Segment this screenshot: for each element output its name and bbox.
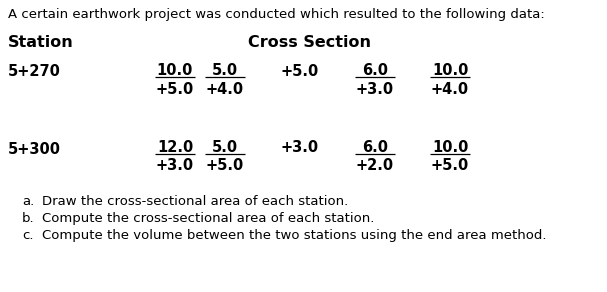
Text: +3.0: +3.0 [156,158,194,173]
Text: A certain earthwork project was conducted which resulted to the following data:: A certain earthwork project was conducte… [8,8,544,21]
Text: +4.0: +4.0 [206,82,244,97]
Text: +3.0: +3.0 [281,140,319,156]
Text: Draw the cross-sectional area of each station.: Draw the cross-sectional area of each st… [42,195,348,208]
Text: b.: b. [22,212,35,225]
Text: Cross Section: Cross Section [248,35,371,50]
Text: 5.0: 5.0 [212,140,238,155]
Text: a.: a. [22,195,34,208]
Text: c.: c. [22,229,33,242]
Text: +5.0: +5.0 [281,64,319,79]
Text: +2.0: +2.0 [356,158,394,173]
Text: 5.0: 5.0 [212,63,238,78]
Text: Station: Station [8,35,73,50]
Text: 5+300: 5+300 [8,142,61,157]
Text: +4.0: +4.0 [431,82,469,97]
Text: 6.0: 6.0 [362,63,388,78]
Text: 10.0: 10.0 [432,63,468,78]
Text: 10.0: 10.0 [157,63,193,78]
Text: 5+270: 5+270 [8,65,61,79]
Text: 10.0: 10.0 [432,140,468,155]
Text: 12.0: 12.0 [157,140,193,155]
Text: +3.0: +3.0 [356,82,394,97]
Text: Compute the volume between the two stations using the end area method.: Compute the volume between the two stati… [42,229,546,242]
Text: +5.0: +5.0 [156,82,194,97]
Text: +5.0: +5.0 [431,158,469,173]
Text: +5.0: +5.0 [206,158,244,173]
Text: 6.0: 6.0 [362,140,388,155]
Text: Compute the cross-sectional area of each station.: Compute the cross-sectional area of each… [42,212,375,225]
